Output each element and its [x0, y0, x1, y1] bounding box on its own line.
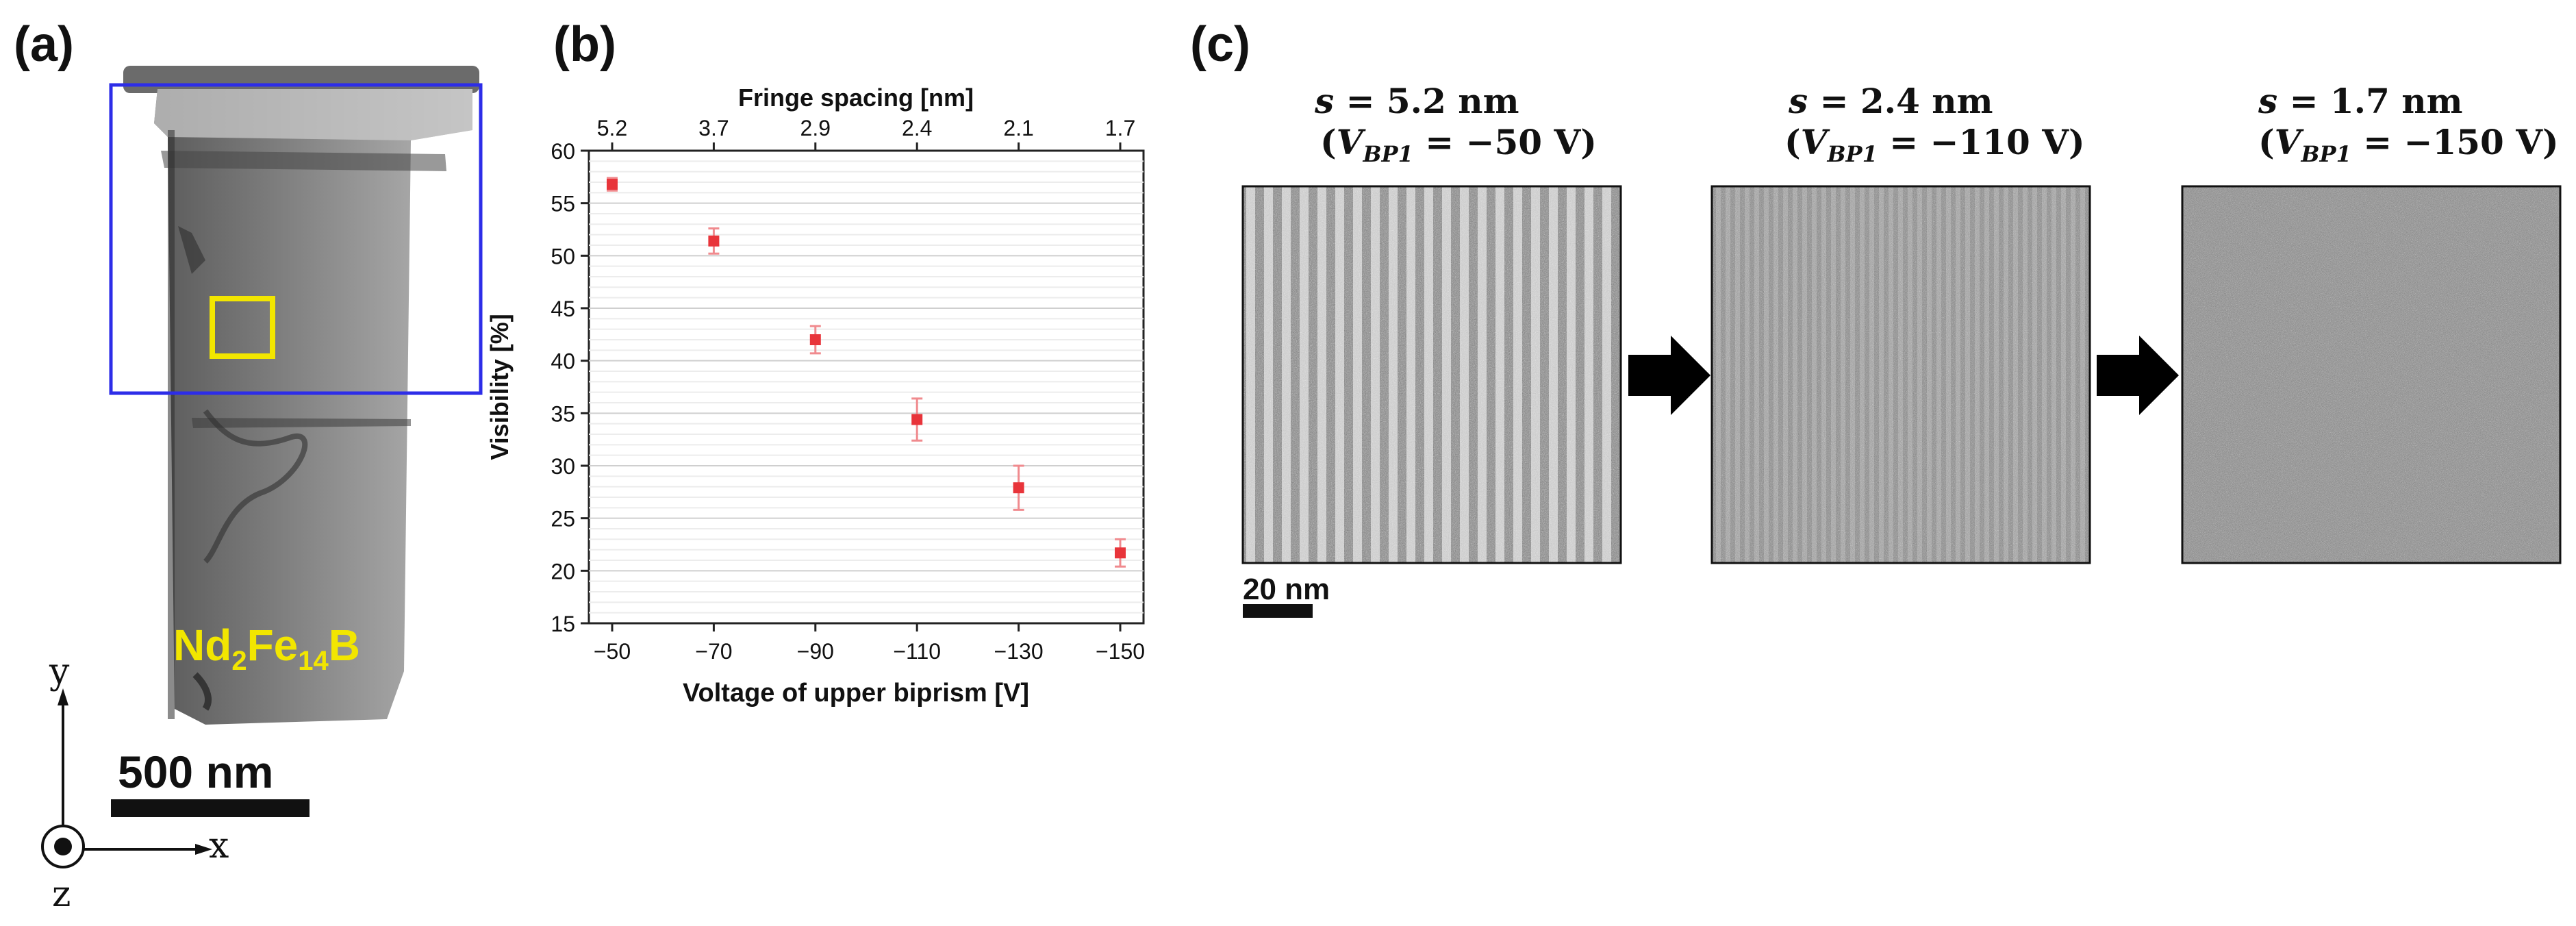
- arrow-right-2: [2097, 336, 2179, 415]
- image-title-2-spacing: s = 2.4 nm: [1789, 81, 1993, 121]
- z-axis-dot: [54, 838, 72, 855]
- axis-x-label: x: [209, 825, 229, 866]
- top-tick-label: 1.7: [1105, 116, 1135, 140]
- sem-left-edge: [168, 130, 175, 719]
- top-axis-label: Fringe spacing [nm]: [738, 84, 974, 112]
- top-tick-label: 5.2: [597, 116, 627, 140]
- fringe-image-1: [1241, 185, 1622, 564]
- area-box: [210, 296, 275, 359]
- region-box: [109, 83, 483, 395]
- y-tick-label: 50: [551, 244, 575, 268]
- x-tick-label: −110: [893, 639, 941, 664]
- panel-label-a: (a): [14, 17, 74, 72]
- y-tick-label: 45: [551, 297, 575, 321]
- sem-lamella: [154, 89, 472, 725]
- x-tick-label: −70: [695, 639, 732, 664]
- data-point: [911, 414, 923, 425]
- scale-bar-label-c: 20 nm: [1243, 573, 1330, 606]
- y-arrowhead: [58, 688, 68, 705]
- image-title-3-voltage: (VBP1 = −150 V): [2258, 122, 2559, 167]
- fringe-image-3: [2181, 185, 2562, 564]
- material-label: Nd2Fe14B: [173, 621, 360, 676]
- fringe-image-2: [1710, 185, 2091, 564]
- chart-ticks: 15 20 25 30 35 40 45 50 55 60 −50 −70 −90 −110 −130 −15…: [551, 116, 1145, 664]
- y-axis-label: Visibility [%]: [485, 314, 514, 460]
- data-point: [809, 334, 821, 345]
- arrow-right-1: [1628, 336, 1710, 415]
- scale-bar-label-a: 500 nm: [118, 747, 273, 797]
- panel-a: Nd2Fe14B 500 nm y x z: [41, 66, 483, 915]
- image-title-2-voltage: (VBP1 = −110 V): [1784, 122, 2085, 167]
- x-axis-label: Voltage of upper biprism [V]: [683, 679, 1029, 708]
- axes-triad: [41, 688, 212, 868]
- precipitate-1: [178, 226, 205, 274]
- y-tick-label: 15: [551, 612, 575, 636]
- sem-image: [123, 66, 479, 725]
- y-tick-label: 60: [551, 139, 575, 164]
- data-point: [708, 235, 720, 247]
- chart-marks: [607, 177, 1126, 568]
- image-title-1-spacing: s = 5.2 nm: [1315, 81, 1519, 121]
- precipitate-2: [192, 672, 212, 711]
- chart-grid: [589, 160, 1144, 614]
- data-point: [1013, 482, 1024, 494]
- grain-boundary-2: [192, 418, 411, 428]
- y-tick-label: 20: [551, 559, 575, 584]
- data-point: [1115, 547, 1126, 559]
- y-tick-label: 25: [551, 507, 575, 531]
- y-tick-label: 35: [551, 401, 575, 426]
- grain-boundary-3: [203, 409, 308, 564]
- axis-y-label: y: [49, 651, 70, 692]
- y-tick-label: 40: [551, 349, 575, 374]
- image-title-3-spacing: s = 1.7 nm: [2258, 81, 2463, 121]
- scale-bar-c: [1243, 604, 1313, 618]
- y-tick-label: 55: [551, 192, 575, 216]
- axis-z-label: z: [52, 874, 71, 915]
- top-tick-label: 2.9: [800, 116, 831, 140]
- panel-c: 20 nm: [1241, 185, 2562, 618]
- image-title-1-voltage: (VBP1 = −50 V): [1320, 122, 1597, 167]
- y-tick-label: 30: [551, 454, 575, 479]
- top-tick-label: 2.1: [1003, 116, 1033, 140]
- visibility-chart: 15 20 25 30 35 40 45 50 55 60 −50 −70 −90 −110 −130 −15…: [485, 84, 1145, 708]
- plot-area: [588, 149, 1145, 625]
- panel-label-c: (c): [1190, 17, 1250, 72]
- grain-boundary-1: [161, 151, 446, 171]
- x-arrowhead: [195, 844, 212, 855]
- x-tick-label: −50: [594, 639, 631, 664]
- x-tick-label: −150: [1096, 639, 1145, 664]
- x-tick-label: −130: [994, 639, 1044, 664]
- top-tick-label: 2.4: [902, 116, 932, 140]
- top-tick-label: 3.7: [698, 116, 729, 140]
- scale-bar-a: [111, 799, 310, 817]
- x-tick-label: −90: [797, 639, 834, 664]
- data-point: [607, 179, 618, 190]
- sem-top-cap: [154, 89, 472, 140]
- panel-label-b: (b): [553, 17, 616, 72]
